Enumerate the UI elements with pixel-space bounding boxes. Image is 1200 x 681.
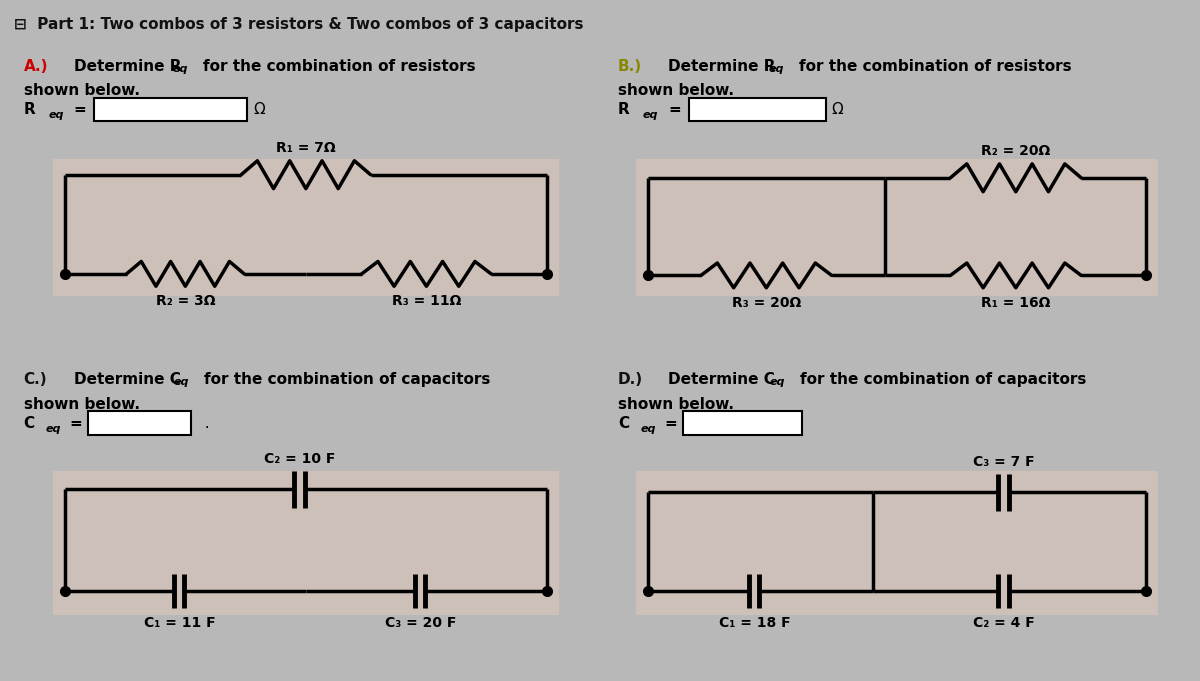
- Text: .: .: [196, 416, 210, 431]
- FancyBboxPatch shape: [89, 411, 191, 435]
- Text: eq: eq: [768, 64, 784, 74]
- Text: Determine C: Determine C: [668, 372, 775, 387]
- Text: eq: eq: [174, 377, 190, 387]
- Text: eq: eq: [769, 377, 785, 387]
- Text: A.): A.): [24, 59, 48, 74]
- FancyBboxPatch shape: [53, 471, 559, 615]
- Text: =: =: [664, 416, 677, 431]
- Text: R₃ = 11Ω: R₃ = 11Ω: [391, 294, 461, 308]
- Text: shown below.: shown below.: [24, 397, 139, 412]
- Text: eq: eq: [641, 424, 656, 434]
- Text: =: =: [668, 102, 682, 117]
- Text: C: C: [618, 416, 629, 431]
- Text: C: C: [24, 416, 35, 431]
- Text: eq: eq: [48, 110, 64, 121]
- Text: C.): C.): [24, 372, 47, 387]
- Text: Determine R: Determine R: [668, 59, 776, 74]
- FancyBboxPatch shape: [95, 97, 247, 121]
- Text: C₁ = 18 F: C₁ = 18 F: [719, 616, 791, 630]
- Text: for the combination of resistors: for the combination of resistors: [799, 59, 1072, 74]
- Text: R: R: [618, 102, 630, 117]
- Text: shown below.: shown below.: [618, 83, 734, 98]
- Text: C₁ = 11 F: C₁ = 11 F: [144, 616, 215, 630]
- Text: R: R: [24, 102, 35, 117]
- Text: Determine C: Determine C: [73, 372, 180, 387]
- Text: R₂ = 3Ω: R₂ = 3Ω: [156, 294, 215, 308]
- FancyBboxPatch shape: [689, 97, 826, 121]
- Text: =: =: [73, 102, 86, 117]
- Text: R₂ = 20Ω: R₂ = 20Ω: [982, 144, 1050, 158]
- FancyBboxPatch shape: [636, 159, 1158, 296]
- Text: C₂ = 4 F: C₂ = 4 F: [973, 616, 1034, 630]
- Text: for the combination of capacitors: for the combination of capacitors: [800, 372, 1086, 387]
- Text: for the combination of resistors: for the combination of resistors: [203, 59, 475, 74]
- Text: eq: eq: [643, 110, 659, 121]
- Text: Ω: Ω: [832, 102, 844, 117]
- FancyBboxPatch shape: [53, 159, 559, 296]
- Text: ⊟  Part 1: Two combos of 3 resistors & Two combos of 3 capacitors: ⊟ Part 1: Two combos of 3 resistors & Tw…: [14, 17, 584, 32]
- Text: eq: eq: [46, 424, 61, 434]
- Text: R₁ = 7Ω: R₁ = 7Ω: [276, 140, 336, 155]
- Text: C₃ = 7 F: C₃ = 7 F: [973, 455, 1034, 469]
- FancyBboxPatch shape: [683, 411, 802, 435]
- Text: R₁ = 16Ω: R₁ = 16Ω: [982, 296, 1050, 310]
- Text: shown below.: shown below.: [24, 83, 139, 98]
- Text: B.): B.): [618, 59, 642, 74]
- Text: Determine R: Determine R: [73, 59, 181, 74]
- Text: eq: eq: [173, 64, 188, 74]
- Text: for the combination of capacitors: for the combination of capacitors: [204, 372, 491, 387]
- Text: =: =: [70, 416, 83, 431]
- Text: Ω: Ω: [253, 102, 265, 117]
- Text: shown below.: shown below.: [618, 397, 734, 412]
- Text: R₃ = 20Ω: R₃ = 20Ω: [732, 296, 800, 310]
- Text: C₃ = 20 F: C₃ = 20 F: [385, 616, 456, 630]
- FancyBboxPatch shape: [636, 471, 1158, 615]
- Text: D.): D.): [618, 372, 643, 387]
- Text: C₂ = 10 F: C₂ = 10 F: [264, 452, 336, 466]
